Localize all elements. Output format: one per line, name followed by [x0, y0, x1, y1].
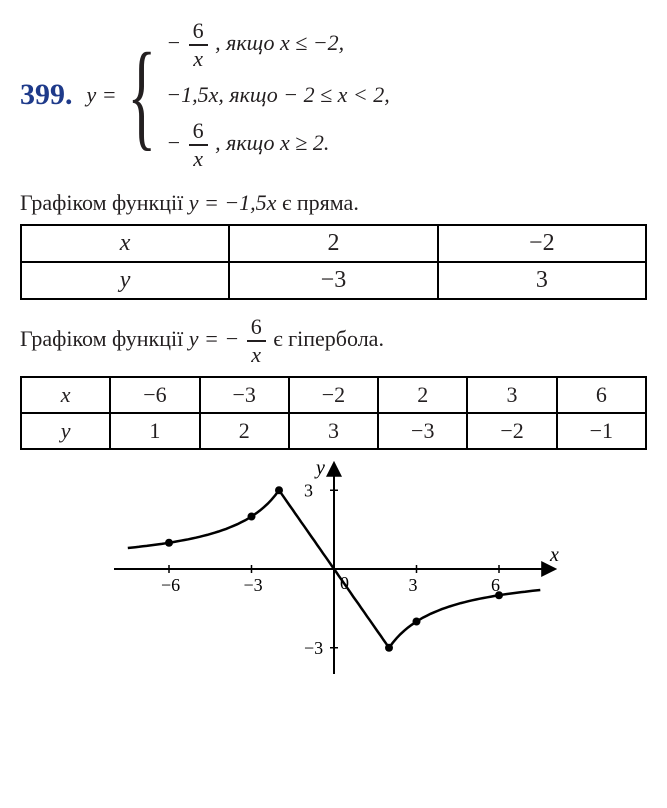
- table-row: x −6 −3 −2 2 3 6: [21, 377, 646, 413]
- t2-y-1: 2: [200, 413, 289, 449]
- text1-a: Графіком функції: [20, 190, 189, 215]
- t2-y-3: −3: [378, 413, 467, 449]
- case-1-num: 6: [189, 18, 208, 46]
- chart-container: yx0−6−3363−3: [20, 464, 647, 674]
- text2-frac-den: x: [247, 342, 265, 368]
- svg-text:−3: −3: [304, 638, 323, 658]
- table-row: x 2 −2: [21, 225, 646, 262]
- case-3-num: 6: [189, 118, 208, 146]
- text2-b-lhs: y = −: [189, 326, 239, 351]
- t2-x-3: 2: [378, 377, 467, 413]
- case-3-den: x: [189, 146, 207, 172]
- t2-y-label: y: [21, 413, 110, 449]
- t2-x-4: 3: [467, 377, 556, 413]
- t2-x-1: −3: [200, 377, 289, 413]
- svg-text:−6: −6: [161, 575, 180, 595]
- case-1: − 6 x , якщо x ≤ −2,: [166, 18, 390, 72]
- case-3: − 6 x , якщо x ≥ 2.: [166, 118, 390, 172]
- table-row: y −3 3: [21, 262, 646, 299]
- t1-y-1: 3: [438, 262, 646, 299]
- t2-x-0: −6: [110, 377, 199, 413]
- t1-x-1: −2: [438, 225, 646, 262]
- case-1-den: x: [189, 46, 207, 72]
- t2-y-0: 1: [110, 413, 199, 449]
- t2-y-5: −1: [557, 413, 646, 449]
- text2-c: є гіпербола.: [273, 326, 384, 351]
- svg-text:3: 3: [304, 480, 313, 500]
- table-row: y 1 2 3 −3 −2 −1: [21, 413, 646, 449]
- text2-frac-num: 6: [247, 314, 266, 342]
- function-graph: yx0−6−3363−3: [114, 464, 554, 674]
- brace: {: [127, 50, 156, 140]
- problem-header: 399. y = { − 6 x , якщо x ≤ −2, −1,5x, я…: [20, 18, 647, 172]
- svg-text:−3: −3: [243, 575, 262, 595]
- t2-x-label: x: [21, 377, 110, 413]
- table-2: x −6 −3 −2 2 3 6 y 1 2 3 −3 −2 −1: [20, 376, 647, 450]
- t1-y-0: −3: [229, 262, 437, 299]
- svg-text:x: x: [549, 544, 559, 566]
- t2-x-2: −2: [289, 377, 378, 413]
- text-line-2: Графіком функції y = − 6 x є гіпербола.: [20, 314, 647, 368]
- case-2: −1,5x, якщо − 2 ≤ x < 2,: [166, 82, 390, 108]
- svg-text:y: y: [314, 457, 325, 479]
- case-1-sign: −: [166, 30, 181, 55]
- text2-a: Графіком функції: [20, 326, 189, 351]
- text-line-1: Графіком функції y = −1,5x є пряма.: [20, 190, 647, 216]
- t1-y-label: y: [21, 262, 229, 299]
- text1-b: y = −1,5x: [189, 190, 277, 215]
- case-3-cond: , якщо x ≥ 2.: [215, 130, 329, 155]
- piecewise-function: y = { − 6 x , якщо x ≤ −2, −1,5x, якщо −…: [87, 18, 390, 172]
- case-3-sign: −: [166, 130, 181, 155]
- case-1-cond: , якщо x ≤ −2,: [215, 30, 344, 55]
- text1-c: є пряма.: [282, 190, 359, 215]
- t1-x-0: 2: [229, 225, 437, 262]
- svg-text:3: 3: [408, 575, 417, 595]
- text2-b: y = − 6 x: [189, 326, 273, 351]
- piecewise-cases: − 6 x , якщо x ≤ −2, −1,5x, якщо − 2 ≤ x…: [166, 18, 390, 172]
- case-3-frac: 6 x: [189, 118, 208, 172]
- t1-x-label: x: [21, 225, 229, 262]
- table-1: x 2 −2 y −3 3: [20, 224, 647, 300]
- problem-number: 399.: [20, 78, 73, 112]
- case-1-frac: 6 x: [189, 18, 208, 72]
- text2-frac: 6 x: [247, 314, 266, 368]
- t2-x-5: 6: [557, 377, 646, 413]
- t2-y-2: 3: [289, 413, 378, 449]
- piecewise-lhs: y =: [87, 82, 117, 108]
- t2-y-4: −2: [467, 413, 556, 449]
